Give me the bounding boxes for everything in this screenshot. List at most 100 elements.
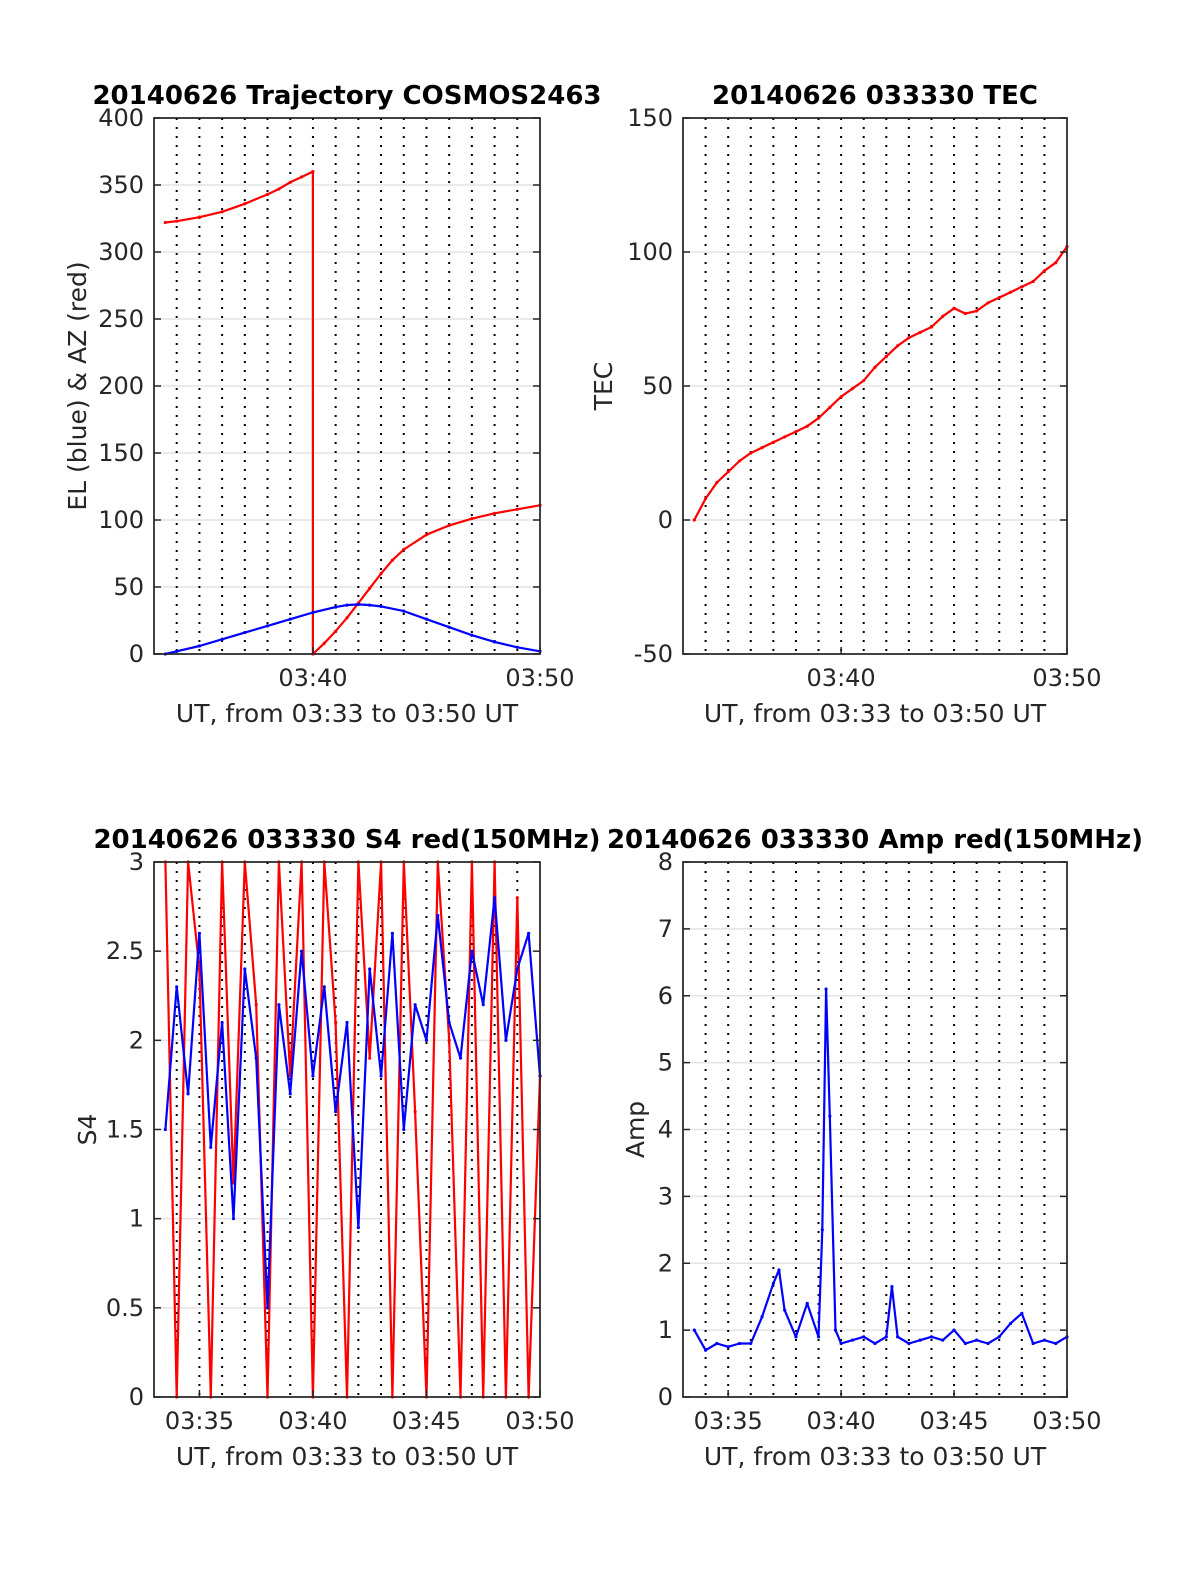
y-tick-label: 5	[658, 1049, 673, 1077]
data-point	[975, 309, 979, 313]
data-point	[1020, 1311, 1024, 1316]
data-point	[447, 1020, 451, 1025]
data-point	[737, 1341, 742, 1346]
data-point	[975, 1338, 979, 1342]
y-tick-label: 300	[98, 238, 144, 266]
y-axis-label: TEC	[589, 362, 618, 412]
data-point	[805, 1301, 809, 1305]
data-point	[783, 1308, 787, 1312]
data-point	[890, 1285, 894, 1289]
x-axis-label: UT, from 03:33 to 03:50 UT	[704, 1442, 1047, 1471]
data-point	[345, 616, 349, 620]
series-line-1	[693, 245, 1068, 521]
data-point	[692, 518, 696, 522]
data-point	[1020, 285, 1024, 289]
y-tick-label: 0	[129, 1383, 144, 1411]
data-point	[504, 1038, 508, 1042]
data-point	[760, 1315, 764, 1319]
data-point	[163, 220, 167, 225]
data-point	[220, 1020, 224, 1025]
chart-panel-4: 0 1 2 3 4 5 6 7 8 03:35 03:40 03:45 03:50 20140626 03…	[607, 825, 1143, 1471]
data-point	[299, 175, 304, 179]
y-tick-label: 50	[642, 372, 673, 400]
chart-panel-3: 0 0.5 1 1.5 2 2.5 3 03:35 03:40 03:45 03:50 2014062…	[73, 825, 601, 1471]
data-point	[345, 603, 349, 607]
data-point	[850, 1338, 855, 1342]
data-point	[492, 640, 497, 644]
y-tick-label: 2.5	[106, 937, 144, 965]
data-point	[828, 1114, 832, 1118]
data-point	[368, 1056, 372, 1060]
y-tick-label: 350	[98, 171, 144, 199]
data-point	[356, 602, 360, 607]
data-point	[862, 379, 866, 383]
data-point	[1042, 269, 1047, 273]
data-point	[820, 1228, 824, 1232]
data-point	[726, 1345, 730, 1349]
data-point	[703, 496, 708, 501]
data-point	[1008, 1321, 1013, 1326]
x-tick-label: 03:35	[165, 1407, 234, 1435]
y-tick-label: 0.5	[106, 1294, 144, 1322]
data-point	[749, 451, 753, 455]
data-point	[715, 480, 719, 485]
y-tick-label: 250	[98, 305, 144, 333]
data-point	[997, 295, 1001, 300]
data-point	[873, 365, 877, 369]
x-tick-label: 03:35	[694, 1407, 763, 1435]
y-tick-label: 4	[658, 1116, 673, 1144]
data-point	[1054, 1341, 1058, 1346]
y-tick-label: 0	[658, 1383, 673, 1411]
y-axis-label: EL (blue) & AZ (red)	[63, 261, 92, 510]
data-point	[334, 1110, 338, 1114]
data-point	[918, 330, 922, 334]
data-point	[288, 617, 292, 621]
data-point	[197, 644, 202, 648]
data-point	[1042, 1338, 1047, 1342]
data-point	[243, 967, 247, 971]
data-point	[322, 641, 326, 645]
data-point	[447, 1038, 451, 1042]
data-point	[254, 1003, 258, 1007]
data-point	[515, 645, 519, 649]
data-point	[243, 202, 247, 206]
data-point	[794, 429, 798, 434]
data-point	[413, 1003, 417, 1007]
data-point	[941, 1338, 945, 1342]
x-axis-label: UT, from 03:33 to 03:50 UT	[704, 699, 1047, 728]
data-point	[402, 547, 406, 552]
y-tick-label: 1	[658, 1316, 673, 1344]
data-point	[390, 558, 395, 562]
data-point	[402, 609, 406, 613]
data-point	[379, 572, 383, 576]
chart-panel-2: -50 0 50 100 150 03:40 03:50 20140626 033330 TE…	[589, 81, 1102, 728]
y-tick-label: 3	[658, 1182, 673, 1210]
data-point	[334, 1020, 338, 1025]
data-point	[334, 605, 338, 609]
data-point	[277, 1003, 281, 1007]
data-point	[243, 630, 247, 635]
data-point	[481, 1003, 485, 1007]
data-point	[413, 1110, 417, 1114]
data-point	[783, 435, 787, 439]
data-point	[986, 301, 990, 305]
y-axis-label: S4	[73, 1114, 102, 1146]
data-point	[492, 896, 497, 900]
data-point	[277, 187, 281, 191]
data-point	[175, 985, 179, 989]
data-point	[884, 1335, 888, 1339]
data-point	[334, 629, 338, 633]
data-point	[749, 1341, 753, 1346]
data-point	[805, 424, 809, 428]
x-tick-label: 03:40	[807, 664, 876, 692]
data-point	[1054, 261, 1058, 265]
data-point	[515, 896, 519, 900]
data-point	[424, 533, 429, 537]
data-point	[379, 604, 383, 609]
y-tick-label: 100	[627, 238, 673, 266]
data-point	[197, 215, 202, 219]
data-point	[447, 625, 451, 629]
data-point	[895, 1335, 900, 1339]
data-point	[470, 517, 474, 521]
